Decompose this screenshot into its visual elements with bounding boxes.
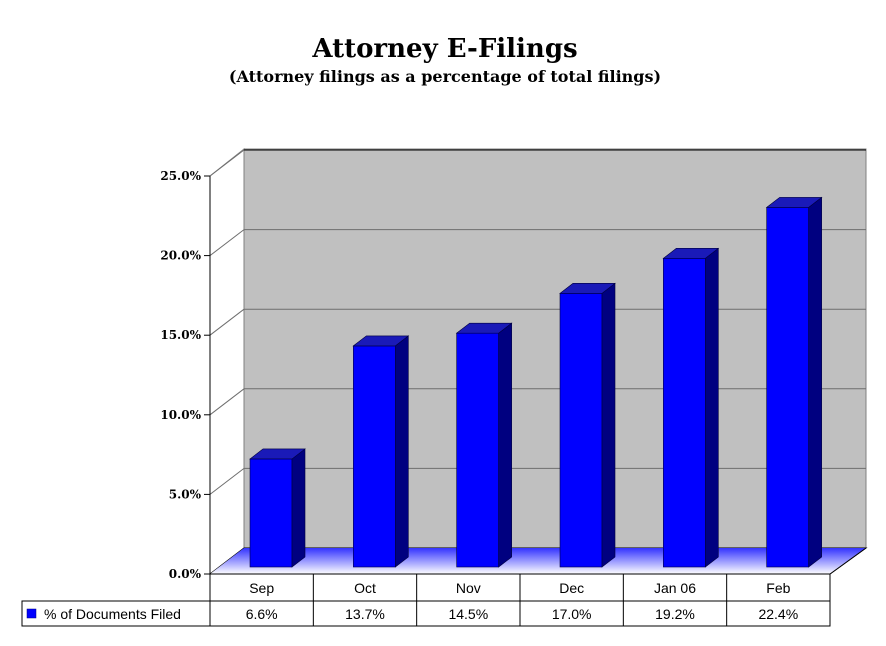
side-wall: [209, 147, 245, 576]
x-tick-label: Jan 06: [654, 580, 696, 596]
data-label: 6.6%: [246, 606, 278, 622]
y-axis: 0.0% 5.0% 10.0% 15.0% 20.0% 25.0%: [160, 169, 211, 581]
data-table: Sep Oct Nov Dec Jan 06 Feb 6.6% 13.7% 14.5% 17.0%…: [21, 547, 867, 627]
y-tick-label: 5.0%: [169, 487, 202, 501]
bar-top: [455, 322, 513, 334]
y-tick-label: 25.0%: [160, 169, 201, 183]
gridline-side: [209, 308, 245, 336]
data-label: 22.4%: [758, 606, 798, 622]
bar-top: [249, 448, 306, 460]
x-tick-label: Oct: [354, 580, 376, 596]
bar-front: [249, 458, 293, 568]
x-tick-label: Dec: [559, 580, 584, 596]
bar-top: [352, 335, 410, 347]
x-tick-label: Nov: [456, 580, 481, 596]
gridline-side: [209, 149, 245, 177]
data-label: 17.0%: [552, 606, 592, 622]
gridline-side: [209, 229, 245, 256]
bar: [765, 196, 823, 568]
x-tick-label: Sep: [249, 580, 274, 596]
legend-label: % of Documents Filed: [44, 606, 181, 622]
bar: [249, 448, 306, 568]
x-tick-label: Feb: [766, 580, 790, 596]
bar-side: [498, 322, 512, 568]
chart-title: Attorney E-Filings: [311, 34, 577, 64]
y-tick-label: 0.0%: [169, 567, 202, 581]
bar-top: [662, 248, 720, 259]
legend-swatch: [26, 608, 37, 619]
bar: [352, 335, 410, 568]
bar-side: [291, 448, 306, 568]
bar: [559, 282, 616, 568]
bar-front: [663, 258, 706, 568]
bar-top: [559, 283, 616, 294]
bars: [210, 196, 866, 574]
gridline-side: [209, 388, 245, 416]
floor-edge: [829, 547, 867, 575]
gridlines: [209, 149, 866, 495]
data-label: 14.5%: [448, 606, 488, 622]
y-tick-label: 15.0%: [160, 328, 201, 342]
y-tick-label: 20.0%: [160, 249, 201, 263]
bar-front: [456, 332, 499, 568]
bar-side: [705, 247, 719, 568]
bar: [455, 322, 513, 568]
data-label: 13.7%: [345, 606, 385, 622]
bar: [662, 247, 720, 568]
bar-top: [765, 197, 823, 208]
bar-side: [395, 335, 409, 568]
bar-front: [353, 345, 396, 568]
gridline-side: [209, 468, 245, 495]
bar-side: [601, 282, 616, 568]
data-row: [21, 600, 831, 627]
bar-front: [559, 293, 603, 568]
y-tick-label: 10.0%: [160, 408, 201, 422]
bar-side: [808, 196, 822, 568]
data-label: 19.2%: [655, 606, 695, 622]
bar-front: [766, 207, 809, 568]
chart-subtitle: (Attorney filings as a percentage of tot…: [229, 67, 661, 86]
